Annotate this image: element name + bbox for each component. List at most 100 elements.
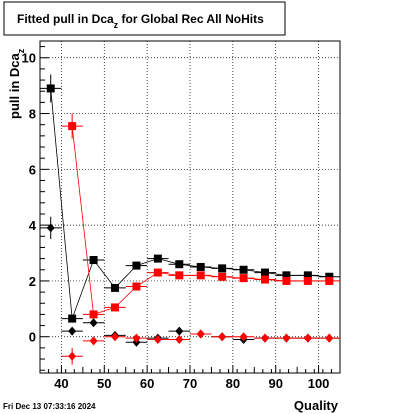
data-point xyxy=(275,276,298,285)
square-marker xyxy=(261,268,269,277)
data-point xyxy=(232,274,255,283)
diamond-marker xyxy=(153,335,162,345)
data-point xyxy=(61,347,83,365)
square-marker xyxy=(68,122,77,131)
data-point xyxy=(297,333,319,343)
square-marker xyxy=(89,256,98,265)
data-point xyxy=(82,318,105,328)
data-point xyxy=(211,264,233,273)
square-marker xyxy=(325,272,334,281)
square-marker xyxy=(282,276,291,285)
data-point xyxy=(190,262,212,271)
y-tick-label: 10 xyxy=(22,51,36,66)
data-point xyxy=(232,265,255,274)
data-point xyxy=(82,336,105,346)
data-point xyxy=(297,276,319,285)
data-point xyxy=(254,275,276,284)
data-point xyxy=(318,276,340,285)
square-marker xyxy=(111,283,119,292)
diamond-marker xyxy=(175,326,184,336)
data-point xyxy=(125,261,148,270)
square-marker xyxy=(175,271,184,280)
y-tick-label: 8 xyxy=(29,107,36,122)
square-marker xyxy=(68,314,77,323)
square-marker xyxy=(239,265,248,274)
diamond-marker xyxy=(175,335,184,345)
square-marker xyxy=(303,271,312,280)
diamond-marker xyxy=(46,223,55,233)
square-marker xyxy=(132,282,141,291)
data-point xyxy=(147,254,169,263)
chart-title: Fitted pull in Dcaz for Global Rec All N… xyxy=(17,12,264,30)
diamond-marker xyxy=(196,329,205,339)
square-marker xyxy=(153,254,162,263)
square-marker xyxy=(175,260,184,269)
y-axis-label: pull in Dcaz xyxy=(7,48,26,119)
x-tick-label: 90 xyxy=(268,376,282,391)
data-point xyxy=(297,271,319,280)
square-marker xyxy=(153,268,162,277)
square-marker xyxy=(132,261,141,270)
diamond-marker xyxy=(325,333,334,343)
data-point xyxy=(168,271,190,280)
square-marker xyxy=(218,264,227,273)
square-marker xyxy=(196,262,205,271)
square-marker xyxy=(46,84,55,93)
data-point xyxy=(211,332,233,342)
data-point xyxy=(147,268,169,277)
data-point xyxy=(254,333,276,343)
square-marker xyxy=(111,303,119,312)
data-point xyxy=(211,272,233,281)
square-marker xyxy=(282,271,291,280)
diamond-marker xyxy=(261,333,269,343)
square-marker xyxy=(303,276,312,285)
data-point xyxy=(61,314,83,323)
data-point xyxy=(318,333,340,343)
y-tick-label: 6 xyxy=(29,162,36,177)
data-point xyxy=(40,216,62,240)
diamond-marker xyxy=(111,332,119,342)
data-point xyxy=(254,268,276,277)
diamond-marker xyxy=(89,336,98,346)
x-tick-label: 60 xyxy=(140,376,154,391)
square-marker xyxy=(89,310,98,319)
series-2 xyxy=(61,113,340,319)
x-axis-label: Quality xyxy=(294,398,339,413)
y-tick-label: 0 xyxy=(29,330,36,345)
x-tick-label: 40 xyxy=(54,376,68,391)
x-tick-label: 100 xyxy=(308,376,330,391)
data-point xyxy=(61,113,83,139)
data-point xyxy=(190,271,212,280)
diamond-marker xyxy=(218,332,227,342)
series-line xyxy=(71,126,330,315)
y-tick-label: 4 xyxy=(29,218,37,233)
data-point xyxy=(168,335,190,345)
diamond-marker xyxy=(68,351,77,361)
data-point xyxy=(104,283,126,292)
diamond-marker xyxy=(68,326,77,336)
data-point xyxy=(40,74,62,103)
timestamp: Fri Dec 13 07:33:16 2024 xyxy=(3,402,96,411)
x-tick-label: 70 xyxy=(183,376,197,391)
data-point xyxy=(275,333,298,343)
data-point xyxy=(168,326,190,336)
y-tick-label: 2 xyxy=(29,274,36,289)
data-point xyxy=(82,256,105,265)
x-tick-label: 80 xyxy=(226,376,240,391)
diamond-marker xyxy=(89,318,98,328)
data-point xyxy=(275,271,298,280)
data-point xyxy=(104,303,126,312)
data-point xyxy=(61,326,83,336)
series-1 xyxy=(40,74,340,323)
diamond-marker xyxy=(132,333,141,343)
diamond-marker xyxy=(282,333,291,343)
data-point xyxy=(168,260,190,269)
axes: 40 50 60 70 80 90 100 0 2 4 6 8 10 xyxy=(22,46,341,391)
diamond-marker xyxy=(239,332,248,342)
data-point xyxy=(104,332,126,342)
x-tick-label: 50 xyxy=(97,376,111,391)
data-series xyxy=(40,74,340,365)
series-4 xyxy=(61,329,340,365)
data-point xyxy=(147,335,169,345)
data-point xyxy=(232,332,255,342)
